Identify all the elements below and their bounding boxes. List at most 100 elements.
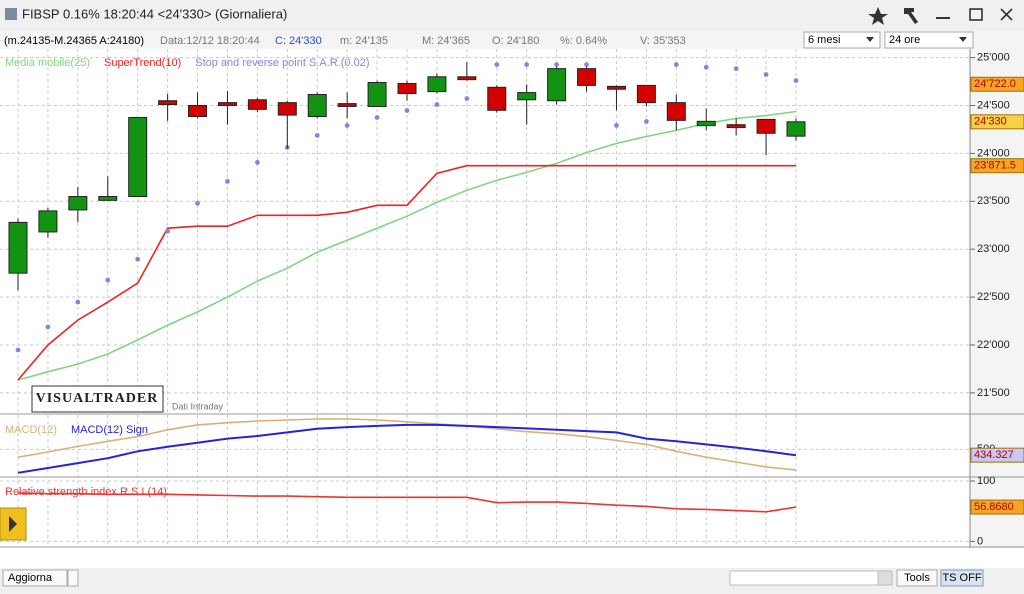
price-label: 24'722.0: [974, 78, 1016, 90]
maximize-button[interactable]: [969, 8, 983, 21]
info-item: m: 24'135: [340, 35, 388, 47]
price-label-box: [970, 499, 1024, 515]
price-label: 56.8680: [974, 501, 1014, 513]
sar-dot: [135, 256, 141, 262]
candle-body: [457, 76, 477, 81]
candle-body: [696, 120, 716, 127]
y-tick-label: 22'500: [977, 291, 1010, 303]
price-label: 23'871.5: [974, 160, 1016, 172]
candle-body: [188, 105, 208, 118]
tools-button[interactable]: [904, 8, 918, 24]
info-items: (m.24135-M.24365 A:24180) Data:12/12 18:2…: [4, 35, 686, 47]
candle-body: [98, 196, 118, 201]
candle-body: [307, 94, 327, 118]
period-value: 6 mesi: [808, 34, 840, 46]
sar-dot: [524, 62, 530, 68]
sar-dot: [404, 108, 410, 113]
dropdown-arrow: [959, 37, 967, 42]
info-item: Data:12/12 18:20:44: [160, 35, 260, 47]
watermark-box: [31, 385, 164, 413]
candle-body: [577, 68, 597, 86]
session-select[interactable]: [884, 31, 974, 49]
sar-dot: [584, 62, 589, 68]
price-label-box: [970, 158, 1024, 174]
y-tick-label: 21'500: [977, 387, 1010, 399]
sar-dot: [75, 299, 81, 305]
dropdown-arrow: [866, 37, 874, 42]
favorite-button[interactable]: [868, 7, 888, 25]
date-row: [0, 548, 1024, 568]
title-bar: [0, 0, 1024, 31]
legend-entry: Relative strength index R.S.I.(14): [5, 486, 167, 498]
candle-body: [487, 86, 507, 111]
sar-dot: [494, 62, 500, 68]
price-label-box: [970, 114, 1024, 130]
candle-body: [68, 196, 88, 211]
y-tick-label: 22'000: [977, 339, 1010, 351]
candle-body: [38, 210, 58, 233]
price-label-box: [970, 76, 1024, 92]
candle-body: [128, 116, 148, 198]
info-item: M: 24'365: [422, 35, 470, 47]
watermark: VISUALTRADER: [36, 391, 159, 406]
sar-dot: [643, 119, 649, 124]
legend-entry: SuperTrend(10): [104, 57, 181, 69]
candle-body: [606, 85, 626, 90]
info-item: V: 35'353: [640, 35, 686, 47]
sar-dot: [673, 62, 679, 68]
info-item: %: 0.64%: [560, 35, 607, 47]
candle-body: [726, 124, 746, 129]
candle-body: [277, 102, 297, 116]
tools-label: Tools: [904, 572, 930, 584]
sar-dot: [793, 78, 799, 84]
indicator-line: [17, 110, 797, 381]
candle-body: [217, 102, 237, 107]
indicator-line: [17, 164, 796, 381]
chart-layer: 4789101114151617182122232425282930Dic256…: [0, 49, 1024, 565]
ts-label: TS OFF: [942, 572, 981, 584]
y-tick-label: 24'000: [977, 147, 1010, 159]
window-title: FIBSP 0.16% 18:20:44 <24'330> (Giornalie…: [22, 6, 287, 21]
info-item: (m.24135-M.24365 A:24180): [4, 35, 144, 47]
ts-button[interactable]: [940, 569, 984, 587]
small-button[interactable]: [67, 569, 79, 587]
sar-dot: [15, 347, 21, 353]
y-tick-label: 25'000: [977, 52, 1010, 64]
expand-arrow: [9, 516, 17, 532]
indicator-line: [17, 418, 797, 471]
scrollbar[interactable]: [729, 570, 893, 586]
period-select[interactable]: [803, 31, 881, 49]
sar-dot: [225, 178, 230, 184]
sar-dot: [763, 72, 769, 77]
candle-body: [247, 99, 267, 110]
legend-entry: Stop and reverse point S.A.R.(0.02): [195, 57, 369, 69]
sar-dot: [254, 160, 260, 165]
legend-entry: Media mobile(25): [5, 57, 90, 69]
price-label: 24'330: [974, 116, 1007, 128]
sar-dot: [374, 115, 380, 120]
tools-footer-button[interactable]: [896, 569, 938, 587]
plot-area: [0, 49, 970, 548]
candle-body: [158, 100, 178, 106]
close-button[interactable]: [1000, 8, 1013, 21]
candle-body: [8, 221, 28, 274]
candle-body: [337, 103, 357, 107]
indicator-line: [17, 423, 797, 474]
sar-dot: [45, 324, 51, 330]
sar-dot: [195, 200, 200, 206]
scroll-thumb[interactable]: [877, 570, 893, 586]
info-item: O: 24'180: [492, 35, 539, 47]
sar-dot: [105, 277, 111, 283]
legend-entry: MACD(12) Sign: [71, 424, 148, 436]
indicator-line: [17, 492, 797, 513]
y-tick-label: 0: [977, 535, 983, 547]
refresh-button[interactable]: [2, 569, 68, 587]
sar-dot: [464, 96, 470, 101]
app-icon: [5, 8, 17, 20]
data-source: Dati Intraday: [172, 401, 224, 411]
refresh-label: Aggiorna: [8, 572, 53, 584]
price-axis: [970, 49, 1024, 548]
sar-dot: [434, 102, 440, 107]
candle-body: [427, 76, 447, 93]
